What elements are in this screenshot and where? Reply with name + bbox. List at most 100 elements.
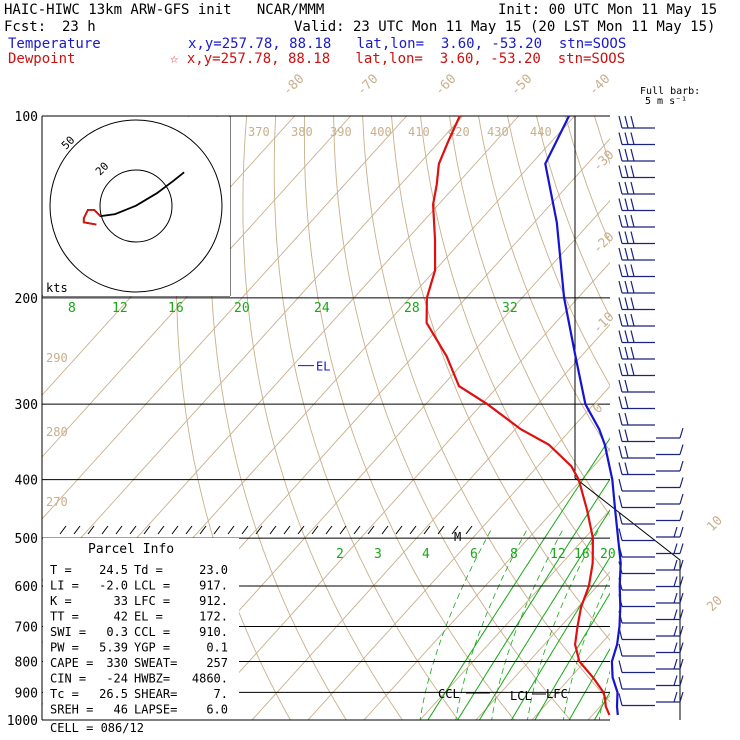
dewpoint-legend: Dewpoint [8, 51, 76, 67]
parcel-field-label: T = [50, 563, 72, 577]
wind-barb-feather [618, 264, 623, 277]
parcel-field-value: 172. [199, 610, 228, 624]
pressure-tick-label: 200 [15, 292, 38, 307]
wind-barb-feather [624, 379, 629, 393]
wind-barb-feather [624, 148, 629, 162]
wind-barb-feather [673, 625, 678, 637]
theta-label: 430 [487, 125, 509, 139]
mixing-ratio-line [651, 270, 740, 733]
wind-barb-feather [630, 313, 635, 327]
pressure-tick-label: 600 [15, 580, 38, 595]
wind-barb-feather [624, 280, 629, 294]
dry-adiabat-line [449, 116, 610, 517]
wind-barb-feather [630, 165, 635, 178]
mixing-ratio-line [662, 270, 740, 733]
sounding-series: EL M CCL LCL LFC [298, 115, 622, 716]
dry-adiabat-line [333, 116, 571, 720]
temperature-station-info: x,y=257.78, 88.18 lat,lon= 3.60, -53.20 … [188, 36, 627, 52]
mixing-ratio-label: 4 [422, 547, 430, 562]
isotherm-label: -80 [280, 72, 307, 99]
mixing-ratio-label: 3 [374, 547, 382, 562]
parcel-field-label: LAPSE= [134, 703, 177, 717]
level-tick [465, 525, 473, 535]
theta-label: 410 [408, 125, 430, 139]
parcel-field-value: 4860. [192, 672, 228, 686]
wind-barb-feather [679, 510, 684, 521]
wind-barbs: Full barb:5 m s⁻¹ [618, 86, 700, 707]
level-tick [185, 525, 193, 535]
wind-barb-feather [630, 280, 635, 294]
wind-barb-feather [618, 561, 623, 574]
forecast-value: 23 h [62, 19, 96, 35]
moist-adiabat-line [705, 528, 740, 733]
mixing-ratio-line [639, 270, 740, 733]
parcel-info-box: Parcel Info T = 24.5 Td = 23.0 LI = -2.0 LCL = 9… [42, 538, 240, 735]
theta-label: 280 [46, 425, 68, 439]
mixing-ratio-label: 24 [314, 301, 330, 316]
wind-barb-feather [630, 181, 635, 195]
parcel-field-value: 0.1 [206, 641, 228, 655]
parcel-field-label: Td = [134, 563, 163, 577]
parcel-field-label: Tc = [50, 687, 79, 701]
parcel-field-label: SHEAR= [134, 687, 177, 701]
mixing-ratio-label: 2 [336, 547, 344, 562]
wind-barb-feather [679, 691, 684, 703]
mixing-ratio-line [478, 509, 610, 720]
theta-label: 390 [330, 125, 352, 139]
wind-barb-feather [618, 363, 623, 376]
pressure-tick-label: 500 [15, 532, 38, 547]
el-label: EL [316, 360, 330, 374]
mixing-ratio-line [568, 648, 610, 720]
dry-adiabat-lines [175, 116, 610, 720]
parcel-field-label: LFC = [134, 594, 170, 608]
dry-adiabat-line [362, 116, 610, 703]
parcel-field-label: PW = [50, 641, 79, 655]
level-tick [73, 525, 81, 535]
ccl-label: CCL [438, 687, 460, 701]
wind-barb-feather [679, 460, 684, 472]
parcel-field-value: 912. [199, 594, 228, 608]
wind-barb-feather [624, 181, 629, 195]
wind-barb-feather [618, 676, 623, 690]
isotherm-label: 10 [704, 513, 726, 535]
wind-barb-feather [618, 214, 623, 228]
mixing-ratio-label: 12 [112, 301, 128, 316]
wind-barb-feather [630, 330, 635, 343]
wind-barb-feather [618, 181, 623, 195]
wind-barb-feather [624, 396, 629, 409]
wind-barb-feather [624, 231, 629, 244]
wind-barb-feather [618, 346, 623, 360]
level-tick [451, 525, 459, 535]
wind-barb-feather [618, 445, 623, 459]
pressure-tick-label: 900 [15, 686, 38, 701]
parcel-field-label: EL = [134, 610, 163, 624]
theta-label: 290 [46, 351, 68, 365]
wind-barb-feather [618, 627, 623, 640]
wind-barb-feather [618, 528, 623, 541]
wind-barb-feather [630, 363, 635, 376]
parcel-field-label: LCL = [134, 579, 170, 593]
level-tick [129, 525, 137, 535]
hodograph-units-label: kts [46, 281, 68, 295]
isotherm-label: 20 [704, 593, 726, 615]
wind-barb-feather [630, 247, 635, 261]
mixing-ratio-label: 12 [550, 547, 566, 562]
dry-adiabat-line [507, 116, 610, 387]
wind-barb-feather [673, 675, 678, 686]
parcel-field-value: 42 [114, 610, 128, 624]
parcel-field-label: CCL = [134, 625, 170, 639]
parcel-field-label: YGP = [134, 641, 170, 655]
init-time: Init: 00 UTC Mon 11 May 15 [498, 2, 718, 18]
mixing-ratio-line [534, 592, 610, 720]
level-tick [367, 525, 375, 535]
wind-barb-feather [618, 132, 623, 145]
isotherm-line [475, 571, 610, 720]
isotherm-line [251, 323, 610, 720]
wind-barb-feather [618, 165, 623, 178]
dry-adiabat-line [391, 116, 610, 641]
wind-barb-feather [679, 477, 684, 488]
mixing-ratio-label: 6 [470, 547, 478, 562]
level-tick [269, 525, 277, 535]
wind-barb-feather [630, 346, 635, 360]
wind-barb-feather [624, 297, 629, 310]
